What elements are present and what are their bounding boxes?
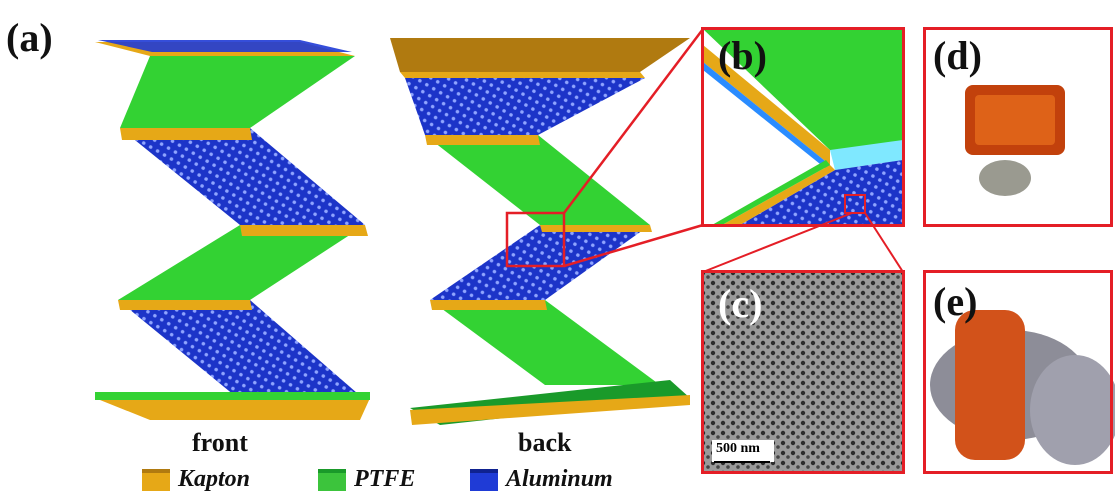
- photo-e: [925, 272, 1115, 472]
- scale-bar-label: 500 nm: [716, 441, 760, 456]
- zoom-panel-art: [703, 29, 903, 225]
- legend-swatch-aluminum: [470, 468, 498, 491]
- panel-label-d: (d): [933, 33, 982, 78]
- panel-label-a: (a): [6, 15, 53, 60]
- zoom-box: [505, 211, 566, 268]
- panel-d-frame: [923, 27, 1113, 227]
- legend-swatch-ptfe: [318, 468, 346, 491]
- panel-label-e: (e): [933, 279, 978, 324]
- photo-d: [925, 29, 1113, 225]
- caption-back: back: [518, 428, 572, 457]
- panel-label-c: (c): [718, 281, 763, 326]
- legend-swatch-kapton: [142, 468, 170, 491]
- sem-image: [703, 272, 903, 472]
- legend-aluminum: Aluminum: [470, 466, 613, 493]
- caption-front: front: [192, 428, 248, 457]
- panel-label-b: (b): [718, 33, 767, 78]
- front-folded-stack: [95, 40, 370, 420]
- back-folded-stack: [390, 38, 690, 425]
- panel-e-frame: [923, 270, 1113, 474]
- legend-kapton: Kapton: [142, 466, 250, 493]
- panel-b-frame: [701, 27, 905, 227]
- panel-c-frame: [701, 270, 905, 474]
- legend-label-aluminum: Aluminum: [506, 466, 613, 492]
- legend-label-ptfe: PTFE: [354, 466, 416, 492]
- legend-ptfe: PTFE: [318, 466, 415, 493]
- legend-label-kapton: Kapton: [178, 466, 251, 492]
